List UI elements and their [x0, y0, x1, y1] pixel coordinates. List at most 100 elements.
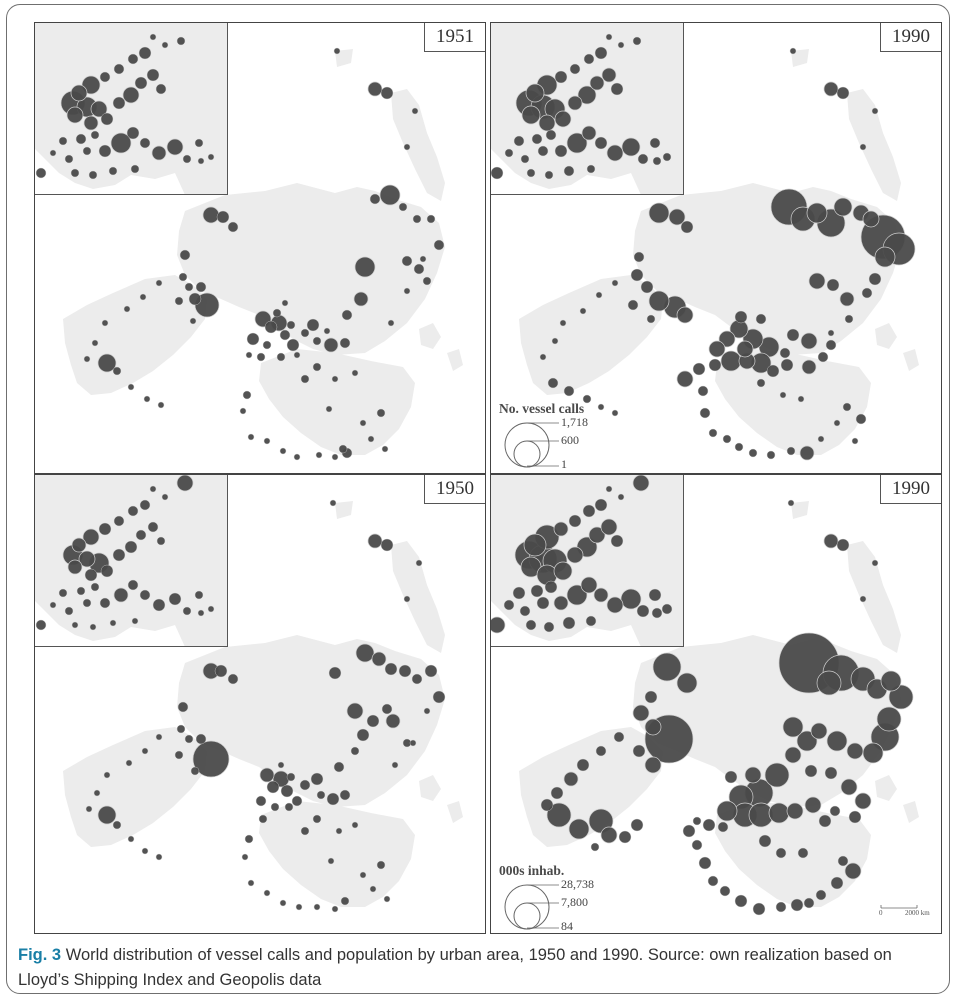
city-bubble [800, 332, 818, 350]
city-bubble [190, 766, 200, 776]
city-bubble [676, 306, 694, 324]
city-bubble [520, 154, 530, 164]
city-bubble [536, 596, 550, 610]
city-bubble [177, 701, 189, 713]
city-bubble [646, 314, 656, 324]
city-bubble [844, 862, 862, 880]
map-panel-1990-vessel-calls: 1990 No. vessel calls 1,718 600 1 [490, 22, 942, 474]
land-mass [259, 801, 415, 907]
city-bubble [874, 246, 896, 268]
city-bubble [369, 193, 381, 205]
city-bubble [329, 499, 337, 507]
city-bubble [630, 268, 644, 282]
city-bubble [174, 296, 184, 306]
land-mass [213, 691, 235, 717]
city-bubble [844, 314, 854, 324]
city-bubble [553, 561, 573, 581]
city-bubble [168, 592, 182, 606]
city-bubble [412, 214, 422, 224]
city-bubble [58, 136, 68, 146]
city-bubble [71, 537, 87, 553]
city-bubble [247, 433, 255, 441]
city-bubble [255, 795, 267, 807]
land-mass [903, 349, 919, 371]
city-bubble [147, 521, 159, 533]
city-bubble [300, 328, 310, 338]
europe-inset-map [491, 23, 683, 194]
city-bubble [89, 623, 97, 631]
city-bubble [67, 559, 83, 575]
city-bubble [84, 568, 98, 582]
city-bubble [640, 280, 654, 294]
world-map [63, 47, 463, 461]
city-bubble [402, 738, 412, 748]
city-bubble [143, 395, 151, 403]
city-bubble [803, 897, 815, 909]
city-bubble [630, 818, 644, 832]
city-bubble [568, 818, 590, 840]
city-bubble [316, 790, 326, 800]
city-bubble [415, 559, 423, 567]
city-bubble [632, 704, 650, 722]
city-bubble [85, 805, 93, 813]
city-bubble [419, 255, 427, 263]
city-bubble [139, 499, 151, 511]
city-bubble [70, 168, 80, 178]
city-bubble [521, 105, 541, 125]
city-bubble [823, 533, 839, 549]
city-bubble [264, 320, 278, 334]
city-bubble [124, 540, 138, 554]
europe-inset-map [35, 23, 227, 194]
city-bubble [799, 445, 815, 461]
city-bubble [192, 740, 230, 778]
city-bubble [176, 475, 194, 492]
city-bubble [127, 579, 139, 591]
city-bubble [779, 391, 787, 399]
city-bubble [836, 86, 850, 100]
city-bubble [207, 605, 215, 613]
land-mass [847, 541, 901, 653]
city-bubble [100, 564, 114, 578]
city-bubble [661, 603, 673, 615]
city-bubble [588, 526, 606, 544]
city-bubble [152, 598, 166, 612]
city-bubble [816, 670, 842, 696]
city-bubble [519, 605, 531, 617]
city-bubble [854, 792, 872, 810]
city-bubble [241, 853, 249, 861]
city-bubble [697, 385, 709, 397]
city-bubble [748, 448, 758, 458]
city-bubble [648, 588, 662, 602]
city-bubble [179, 249, 191, 261]
city-bubble [606, 596, 624, 614]
city-bubble [779, 347, 791, 359]
land-mass [447, 801, 463, 823]
city-bubble [504, 148, 514, 158]
city-bubble [376, 408, 386, 418]
city-bubble [263, 889, 271, 897]
city-bubble [367, 533, 383, 549]
city-bubble [824, 766, 838, 780]
city-bubble [636, 604, 650, 618]
city-bubble [601, 67, 617, 83]
city-bubble [590, 842, 600, 852]
city-bubble [101, 319, 109, 327]
city-bubble [202, 206, 220, 224]
city-bubble [403, 287, 411, 295]
city-bubble [75, 133, 87, 145]
city-bubble [356, 728, 370, 742]
city-bubble [825, 339, 837, 351]
city-bubble [648, 290, 670, 312]
city-bubble [559, 319, 567, 327]
city-bubble [93, 789, 101, 797]
city-bubble [719, 885, 731, 897]
city-bubble [182, 606, 192, 616]
city-bubble [113, 587, 129, 603]
city-bubble [830, 876, 844, 890]
europe-inset [491, 475, 684, 647]
city-bubble [306, 318, 320, 332]
city-bubble [279, 447, 287, 455]
city-bubble [279, 329, 291, 341]
city-bubble [859, 143, 867, 151]
city-bubble [611, 409, 619, 417]
